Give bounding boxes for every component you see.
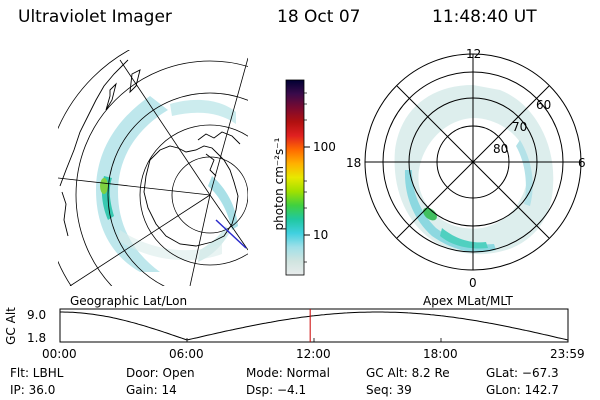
instrument-title: Ultraviolet Imager [18,7,172,27]
status-ip: IP: 36.0 [10,383,56,397]
status-door: Door: Open [126,366,195,380]
status-glat: GLat: −67.3 [486,366,559,380]
mlt-map-caption: Apex MLat/MLT [423,294,513,308]
mlt-label-12: 12 [466,47,482,61]
status-gain: Gain: 14 [126,383,177,397]
altitude-ylabel: GC Alt [4,307,18,345]
status-mode: Mode: Normal [246,366,330,380]
colorbar-scale [285,79,305,276]
geographic-map [58,50,248,286]
altitude-xtick-2359: 23:59 [550,347,585,361]
colorbar-label-10: 10 [313,228,329,242]
mlt-label-0: 0 [469,276,477,290]
status-gc-alt: GC Alt: 8.2 Re [366,366,450,380]
altitude-ytick-max: 9.0 [27,308,47,322]
geo-terminator [215,219,247,249]
colorbar-minor-ticks [304,92,307,263]
mlt-map [364,53,582,271]
mlt-meridians [365,54,581,270]
colorbar [285,79,310,276]
geo-map-caption: Geographic Lat/Lon [70,294,188,308]
observation-date: 18 Oct 07 [277,7,361,27]
altitude-plot-frame [59,308,569,343]
colorbar-label-100: 100 [313,140,336,154]
status-seq: Seq: 39 [366,383,412,397]
geo-meridians [58,57,248,286]
geo-aurora-emission [96,96,238,272]
altitude-plot [59,308,569,343]
altitude-xtick-1200: 12:00 [296,347,331,361]
mlt-aurora-emission [394,85,554,255]
altitude-xtick-0000: 00:00 [42,347,77,361]
geo-coastlines [59,59,241,247]
mlt-label-18: 18 [346,156,362,170]
status-filter: Flt: LBHL [10,366,64,380]
altitude-curve [60,311,569,341]
status-glon: GLon: 142.7 [486,383,559,397]
altitude-ytick-min: 1.8 [27,331,47,345]
altitude-x-ticks [186,338,442,342]
mlat-label-60: 60 [536,98,552,112]
altitude-xtick-0600: 06:00 [169,347,204,361]
colorbar-unit-label: photon cm⁻²s⁻¹ [272,137,286,231]
mlat-label-80: 80 [493,142,509,156]
mlt-label-6: 6 [578,156,586,170]
observation-time: 11:48:40 UT [432,7,537,27]
mlat-label-70: 70 [512,120,528,134]
status-dsp: Dsp: −4.1 [246,383,307,397]
altitude-xtick-1800: 18:00 [423,347,458,361]
